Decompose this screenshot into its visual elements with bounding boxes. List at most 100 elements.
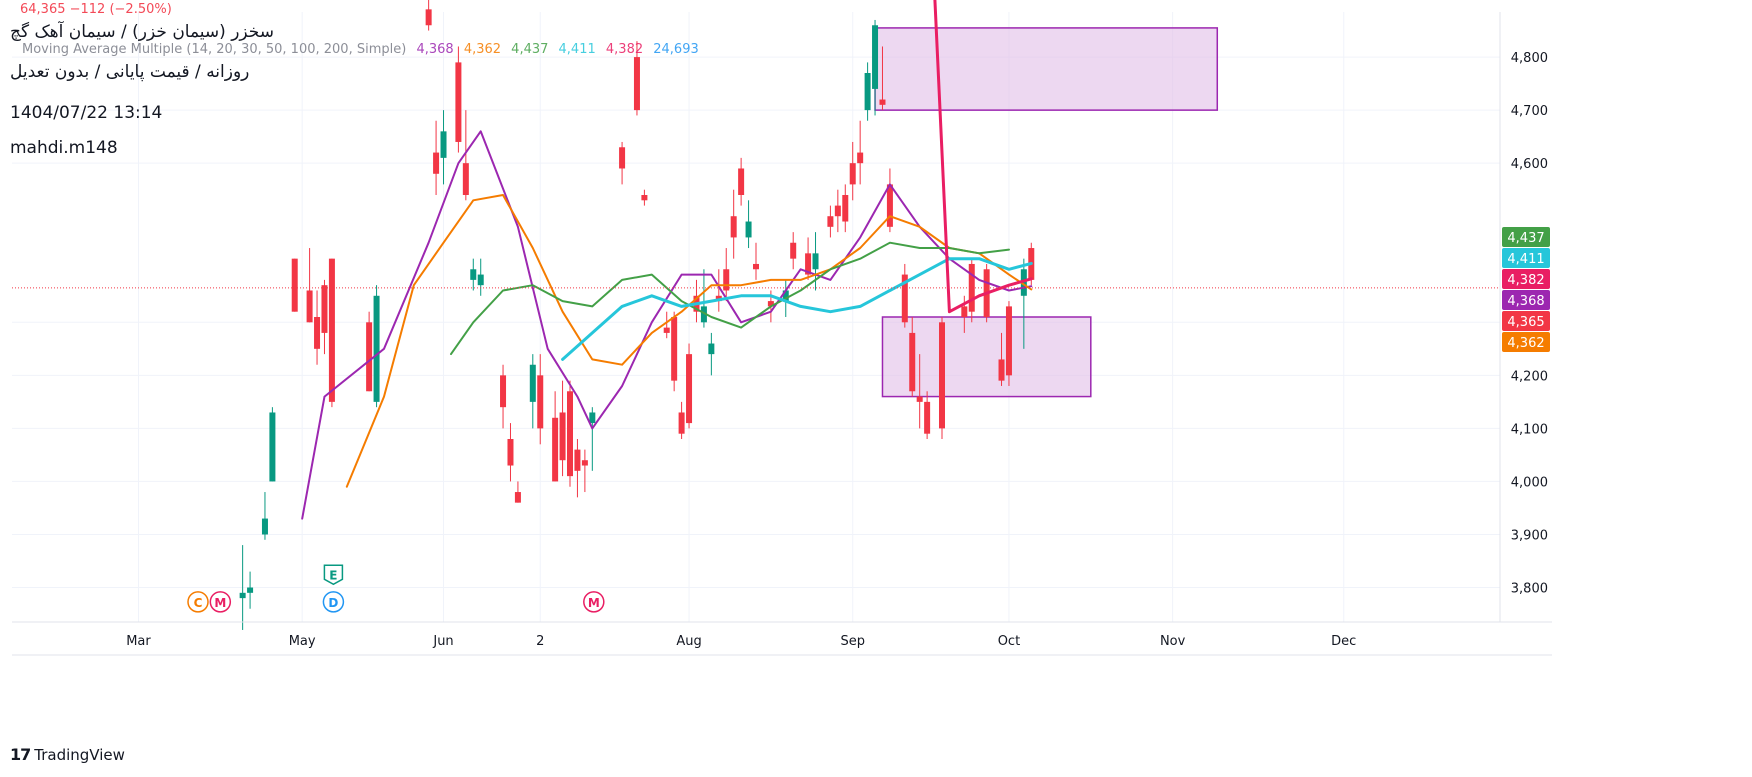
candle-body — [998, 359, 1005, 381]
x-tick-label: 2 — [536, 634, 544, 649]
ma-value-200: 24,693 — [653, 42, 699, 57]
candle-body — [753, 263, 759, 270]
ma-line-ma20 — [345, 194, 1033, 488]
candle-body — [924, 401, 931, 434]
price-label-badge — [1502, 311, 1550, 331]
ma-label: Moving Average Multiple (14, 20, 30, 50,… — [22, 42, 407, 57]
candle-body — [849, 163, 856, 185]
price-label-text: 4,362 — [1507, 336, 1544, 351]
candle-body — [671, 317, 678, 381]
candle-body — [552, 417, 559, 482]
candle-body — [857, 152, 864, 164]
candle-body — [730, 216, 737, 238]
candle-body — [909, 332, 916, 392]
candle-body — [314, 317, 321, 349]
y-tick-label: 4,000 — [1511, 475, 1548, 490]
candle-body — [619, 147, 626, 169]
y-tick-label: 3,800 — [1511, 582, 1548, 597]
x-tick-label: Jun — [432, 634, 453, 649]
candle-body — [328, 258, 335, 402]
x-tick-label: Nov — [1160, 634, 1186, 649]
candle-body — [567, 391, 573, 477]
x-tick-label: Mar — [126, 634, 151, 649]
ma-value-50: 4,411 — [558, 42, 596, 57]
price-labels: 4,437 4,411 4,382 4,368 4,365 4,362 — [1502, 227, 1550, 352]
candle-body — [805, 253, 812, 275]
event-marker-label: D — [328, 596, 338, 610]
candle-body — [872, 25, 879, 89]
candle-body — [269, 412, 276, 482]
time-axis[interactable]: Mar May Jun 2 Aug Sep Oct Nov Dec — [12, 621, 1552, 656]
candle-body — [745, 221, 752, 238]
candle-body — [321, 285, 328, 333]
candle-body — [663, 327, 670, 333]
candle-body — [462, 163, 469, 195]
price-label-text: 4,437 — [1507, 231, 1544, 246]
price-label-badge — [1502, 332, 1550, 352]
x-tick-label: Sep — [840, 634, 865, 649]
candle-body — [581, 460, 588, 466]
candle-body — [968, 263, 975, 312]
y-tick-label: 4,700 — [1511, 104, 1548, 119]
event-marker-icon — [187, 591, 209, 613]
candle-body — [440, 131, 447, 158]
candle-body — [633, 57, 640, 111]
candle-body — [708, 343, 715, 355]
symbol-title[interactable]: سخزر (سیمان خزر) / سیمان آهک گچ — [10, 22, 275, 42]
candle-body — [529, 364, 536, 402]
moving-average-lines — [301, 0, 1033, 520]
candle-body — [686, 354, 693, 424]
candle-body — [1020, 269, 1027, 296]
candle-body — [834, 205, 841, 217]
candle-body — [842, 195, 849, 222]
candle-body — [782, 290, 789, 302]
candle-body — [864, 73, 871, 111]
candle-body — [939, 322, 945, 429]
candle-body — [291, 258, 298, 312]
zone-rectangles — [874, 27, 1219, 398]
event-marker-icon — [209, 591, 232, 613]
candle-body — [812, 253, 819, 270]
candle-body — [641, 195, 648, 201]
candle-body — [514, 492, 521, 503]
candle-body — [901, 274, 908, 323]
candle-body — [961, 306, 968, 317]
candle-body — [678, 412, 685, 434]
price-label-badge — [1502, 248, 1550, 268]
x-tick-label: Oct — [998, 634, 1020, 649]
price-label-badge — [1502, 227, 1550, 247]
candle-body — [723, 269, 730, 291]
price-label-badge — [1502, 269, 1550, 289]
y-tick-label: 3,900 — [1511, 528, 1548, 543]
candle-body — [373, 295, 380, 402]
author-name: mahdi.m148 — [10, 138, 118, 158]
brand-name: TradingView — [34, 745, 125, 764]
candle-body — [239, 592, 246, 599]
zone-rectangle — [881, 316, 1092, 398]
event-marker-label: M — [214, 596, 226, 610]
candle-body — [827, 216, 834, 227]
price-label-badge — [1502, 290, 1550, 310]
candle-body — [433, 152, 440, 174]
y-tick-label: 4,200 — [1511, 369, 1548, 384]
candle-body — [559, 412, 566, 461]
candle-body — [790, 242, 797, 259]
candle-body — [738, 168, 745, 195]
candle-body — [574, 449, 581, 471]
candle-body — [589, 412, 596, 424]
event-marker-label: C — [194, 596, 203, 610]
y-tick-label: 4,600 — [1511, 157, 1548, 172]
candle-body — [366, 322, 373, 392]
candle-body — [425, 9, 432, 26]
x-tick-label: Aug — [676, 634, 701, 649]
tradingview-footer[interactable]: 𝟭𝟳 TradingView — [10, 745, 125, 764]
event-marker-icon — [583, 591, 605, 613]
candle-body — [477, 274, 484, 286]
ma-value-30: 4,437 — [511, 42, 549, 57]
y-tick-label: 4,800 — [1511, 51, 1548, 66]
event-marker-label: M — [588, 596, 600, 610]
event-marker-label: E — [329, 568, 337, 582]
zone-rectangle — [874, 27, 1219, 111]
ma-line-ma100 — [933, 0, 1033, 314]
